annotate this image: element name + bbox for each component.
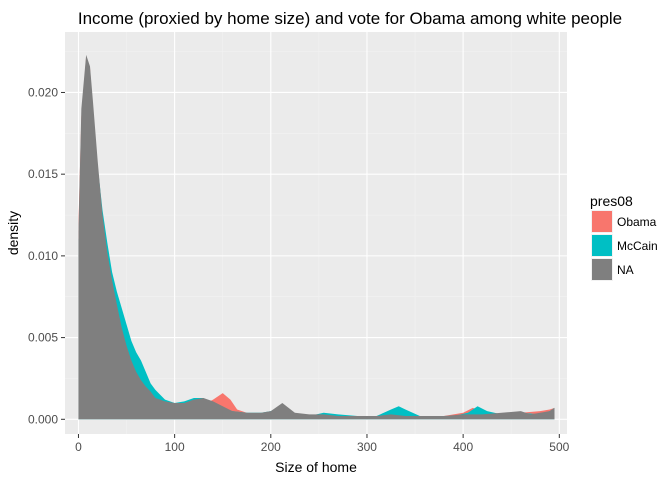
x-tick-label: 300 xyxy=(357,440,377,454)
x-tick-label: 200 xyxy=(261,440,281,454)
x-tick-label: 500 xyxy=(549,440,569,454)
legend-swatch-obama xyxy=(592,211,612,232)
y-axis-label: density xyxy=(5,211,21,255)
legend-swatch-na xyxy=(592,259,612,280)
x-axis-label: Size of home xyxy=(275,459,357,475)
y-tick-label: 0.010 xyxy=(28,249,58,263)
y-axis-ticks: 0.000 0.005 0.010 0.015 0.020 xyxy=(28,85,65,426)
legend-label-mccain: McCain xyxy=(617,239,658,253)
legend: pres08 Obama McCain NA xyxy=(590,193,658,281)
y-tick-label: 0.000 xyxy=(28,412,58,426)
legend-label-na: NA xyxy=(617,263,634,277)
plot-panel xyxy=(65,32,567,434)
y-tick-label: 0.020 xyxy=(28,85,58,99)
legend-title: pres08 xyxy=(590,193,633,209)
x-tick-label: 400 xyxy=(453,440,473,454)
legend-swatch-mccain xyxy=(592,235,612,256)
x-axis-ticks: 0 100 200 300 400 500 xyxy=(75,434,570,454)
x-tick-label: 0 xyxy=(75,440,82,454)
x-tick-label: 100 xyxy=(165,440,185,454)
density-areas xyxy=(78,54,555,420)
y-tick-label: 0.005 xyxy=(28,331,58,345)
legend-label-obama: Obama xyxy=(617,215,657,229)
minor-gridlines xyxy=(65,32,567,434)
density-area-na xyxy=(78,54,555,420)
y-tick-label: 0.015 xyxy=(28,167,58,181)
chart-title: Income (proxied by home size) and vote f… xyxy=(78,9,622,28)
